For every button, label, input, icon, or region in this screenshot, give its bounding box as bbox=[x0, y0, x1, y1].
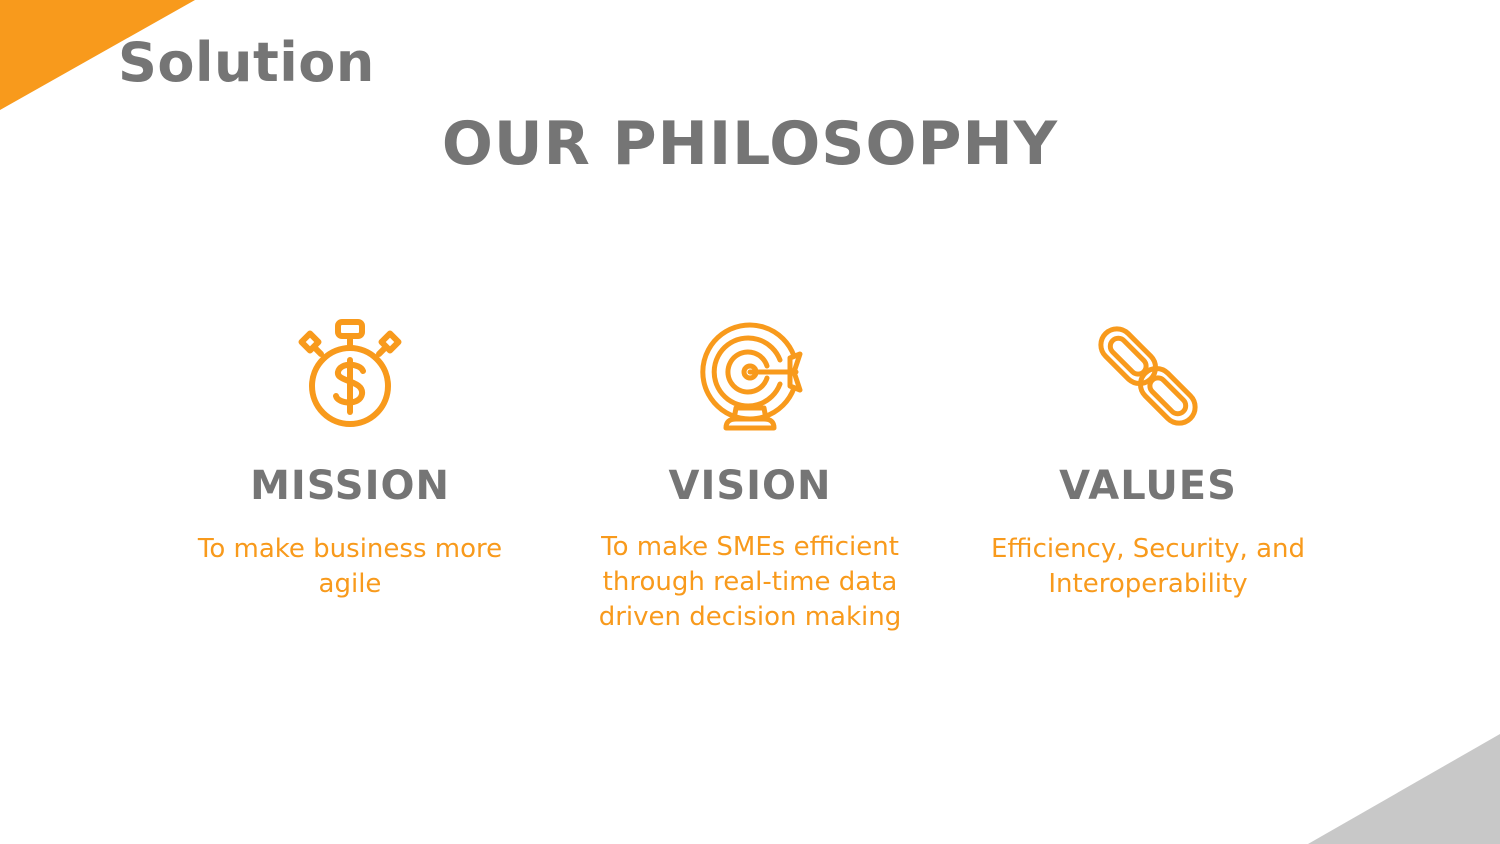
target-arrow-icon bbox=[700, 322, 803, 431]
section-title: Solution bbox=[118, 31, 375, 94]
vision-card: VISION To make SMEs efficient through re… bbox=[560, 316, 940, 635]
chain-link-icon bbox=[1098, 326, 1198, 426]
vision-title: VISION bbox=[668, 463, 832, 509]
mission-card: MISSION To make business more agile bbox=[160, 316, 540, 602]
mission-title: MISSION bbox=[250, 463, 450, 509]
gray-corner-decoration bbox=[1308, 734, 1500, 844]
page-title: OUR PHILOSOPHY bbox=[441, 109, 1059, 179]
mission-text: To make business more agile bbox=[197, 534, 503, 599]
values-card: VALUES Efficiency, Security, and Interop… bbox=[958, 316, 1338, 602]
money-stopwatch-icon bbox=[298, 319, 402, 427]
vision-text: To make SMEs efficient through real-time… bbox=[598, 532, 902, 632]
values-text: Efficiency, Security, and Interoperabili… bbox=[991, 534, 1305, 599]
values-title: VALUES bbox=[1059, 463, 1237, 509]
orange-corner-decoration bbox=[0, 0, 195, 110]
